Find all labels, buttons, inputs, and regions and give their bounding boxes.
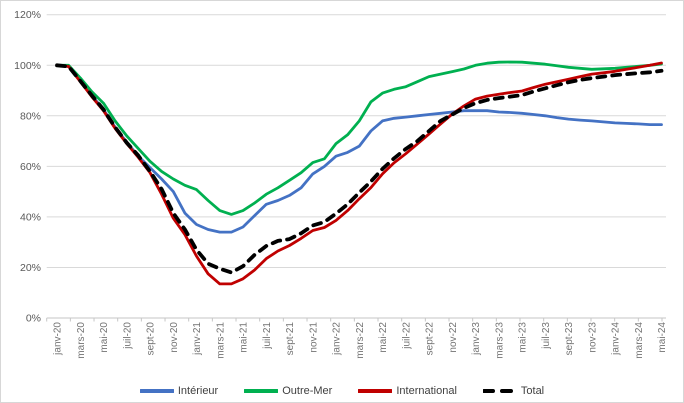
x-axis-label: mai-23 — [518, 322, 529, 353]
series-line-outremer — [55, 60, 663, 216]
x-axis-label: juil-22 — [401, 322, 412, 350]
x-axis-label: mars-24 — [634, 322, 645, 359]
legend-item-outremer: Outre-Mer — [244, 385, 332, 397]
x-axis-label: mars-21 — [215, 322, 226, 359]
x-axis-label: janv-23 — [471, 322, 482, 356]
x-axis-label: nov-20 — [169, 322, 180, 353]
x-axis-label: janv-20 — [53, 322, 64, 356]
x-axis-label: nov-23 — [587, 322, 598, 353]
x-axis-label: sept-23 — [564, 322, 575, 356]
y-axis-label: 40% — [20, 211, 41, 223]
legend-label: Total — [520, 385, 545, 397]
x-axis-label: mai-22 — [378, 322, 389, 353]
y-axis-label: 0% — [26, 313, 41, 325]
x-axis-label: mars-22 — [355, 322, 366, 359]
x-axis-label: juil-21 — [262, 322, 273, 350]
x-axis-labels: janv-20 mars-20 mai-20 juil-20 sept-20 nov-20… — [53, 322, 669, 359]
legend-item-total: Total — [482, 385, 545, 397]
x-axis-label: mars-23 — [494, 322, 505, 359]
y-axis-label: 120% — [14, 9, 41, 21]
x-axis-label: mars-20 — [76, 322, 87, 359]
series-line-total — [55, 63, 664, 275]
legend-label: Outre-Mer — [282, 385, 333, 397]
x-axis-label: nov-21 — [308, 322, 319, 353]
x-axis-label: juil-20 — [122, 322, 133, 350]
legend-line-sample — [358, 389, 393, 393]
x-axis-label: janv-21 — [192, 322, 203, 356]
legend-item-international: International — [358, 385, 457, 397]
legend-item-intrieur: Intérieur — [139, 385, 219, 397]
legend-line-sample — [244, 389, 279, 393]
x-axis-label: sept-20 — [146, 322, 157, 356]
x-axis-label: juil-23 — [541, 322, 552, 350]
series-line-international — [55, 61, 663, 286]
x-axis-label: janv-24 — [611, 322, 622, 356]
chart-legend: Intérieur Outre-Mer International Total — [0, 385, 684, 397]
x-axis-label: mai-21 — [239, 322, 250, 353]
series-line-intrieur — [55, 63, 663, 234]
legend-line-sample — [482, 389, 517, 393]
x-axis-label: nov-22 — [448, 322, 459, 353]
y-axis-label: 80% — [20, 110, 41, 122]
legend-line-sample — [139, 389, 174, 393]
y-axis-label: 100% — [14, 60, 41, 72]
x-axis-label: mai-24 — [657, 322, 668, 353]
y-axis-label: 20% — [20, 262, 41, 274]
x-axis-label: janv-22 — [332, 322, 343, 356]
y-axis-labels: 0% 20% 40% 60% 80% 100% 120% — [14, 9, 41, 324]
x-axis-label: sept-21 — [285, 322, 296, 356]
legend-label: International — [396, 385, 457, 397]
y-axis-label: 60% — [20, 161, 41, 173]
series-lines — [55, 60, 664, 286]
axes — [46, 317, 666, 322]
x-axis-label: mai-20 — [99, 322, 110, 353]
x-axis-label: sept-22 — [425, 322, 436, 356]
legend-label: Intérieur — [177, 385, 219, 397]
gridlines — [46, 14, 666, 268]
